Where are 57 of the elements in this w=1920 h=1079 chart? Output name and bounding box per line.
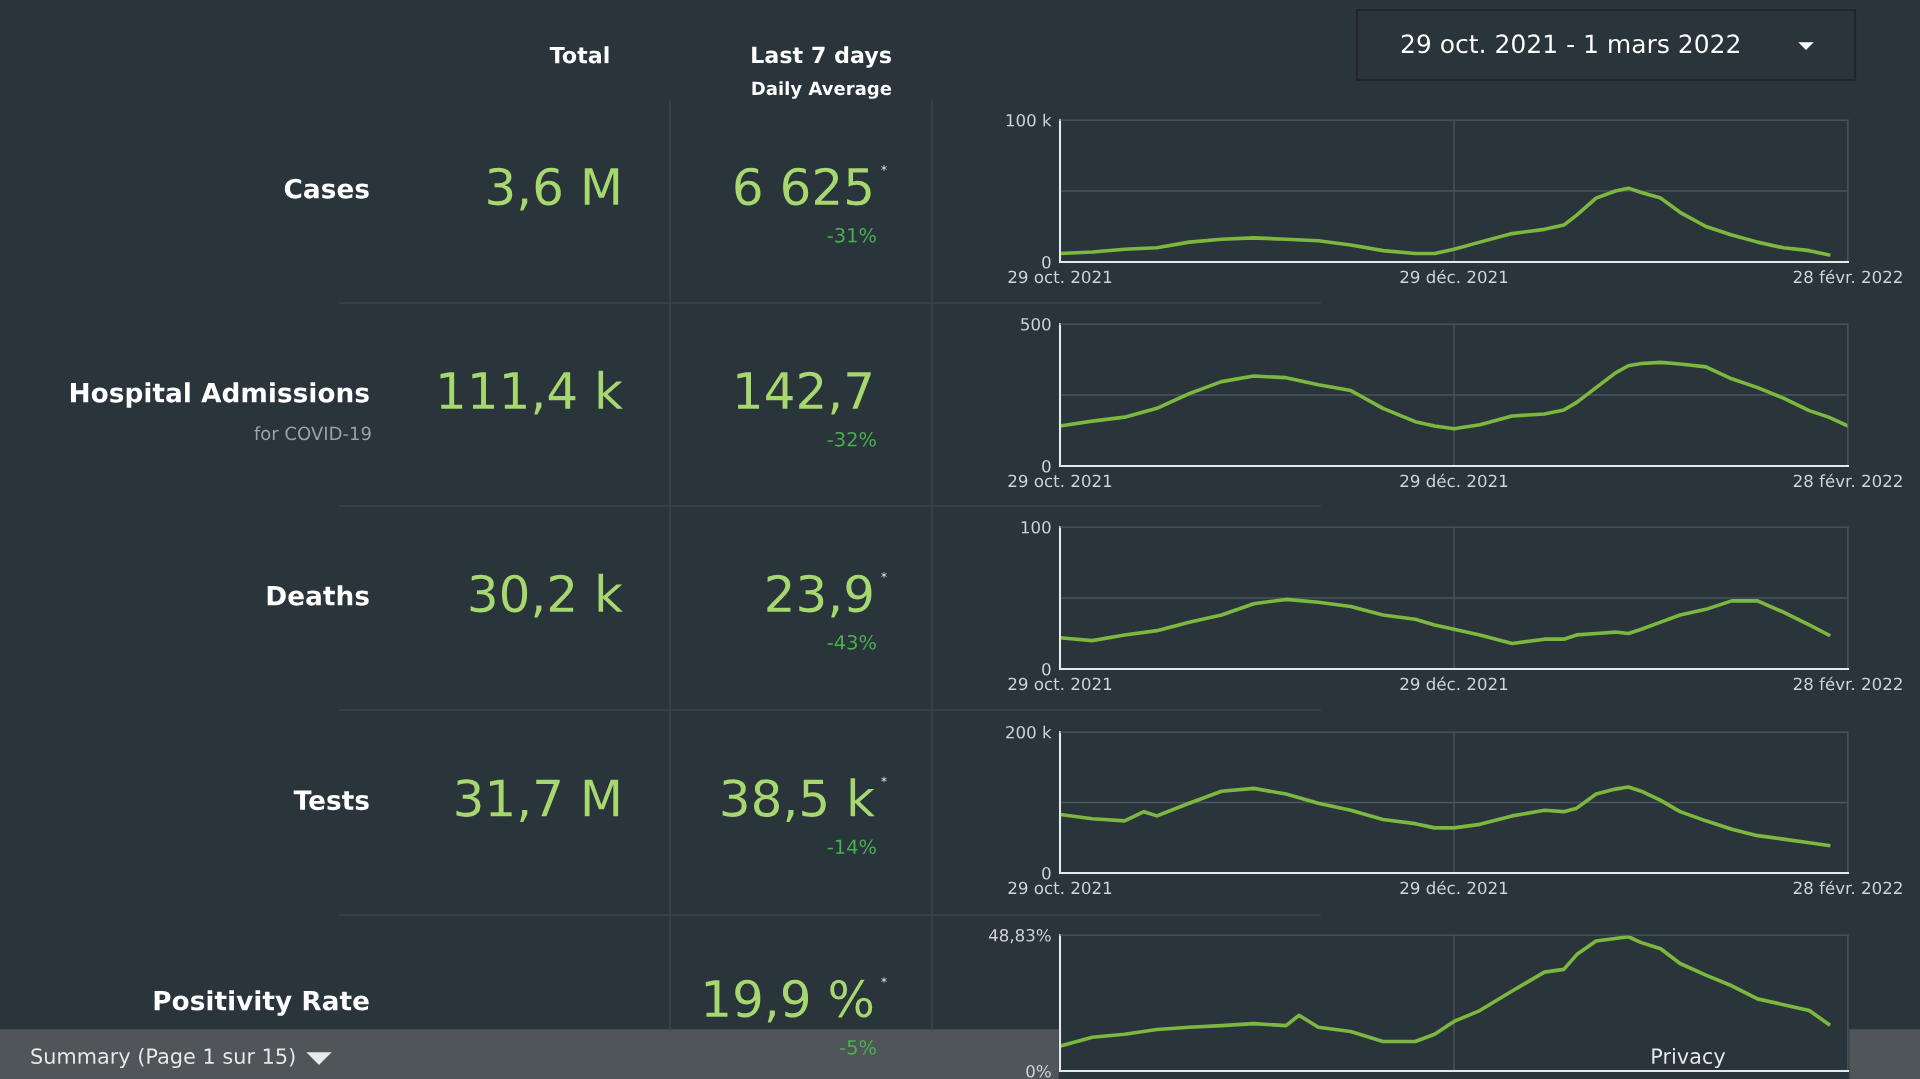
text: Last 7 days	[752, 46, 891, 68]
text: Positivity Rate	[154, 990, 369, 1016]
annotation: Privacy	[1652, 1047, 1726, 1069]
text: Summary (Page 1 sur 15)	[31, 1047, 295, 1069]
y-tick-label: 0	[1042, 866, 1051, 880]
text: Daily Average	[752, 81, 892, 99]
y-tick-label: 0	[1042, 255, 1051, 269]
text: 19,9 %	[705, 979, 873, 1023]
text: -14%	[827, 839, 876, 855]
x-tick-label: 29 oct. 2021	[1008, 474, 1112, 488]
text: *	[881, 776, 887, 783]
x-tick-label: 28 févr. 2022	[1793, 269, 1902, 284]
text: -31%	[827, 227, 876, 243]
line-series	[1060, 186, 1831, 257]
y-tick-label: 100	[1021, 520, 1051, 534]
text: Total	[549, 46, 609, 64]
line-series	[1060, 785, 1831, 848]
line-series	[1060, 597, 1831, 646]
text: 38,5 k	[722, 778, 875, 823]
x-tick-label: 28 févr. 2022	[1793, 880, 1902, 895]
text: 30,2 k	[470, 573, 623, 618]
x-tick-label: 29 oct. 2021	[1008, 677, 1112, 691]
text: 111,4 k	[440, 370, 623, 415]
x-tick-label: 29 déc. 2021	[1400, 473, 1508, 488]
text: Tests	[293, 790, 369, 811]
text: Deaths	[267, 585, 369, 606]
y-tick-label: 0	[1042, 459, 1051, 473]
text: 31,7 M	[456, 779, 619, 823]
x-tick-label: 28 févr. 2022	[1793, 473, 1902, 488]
y-tick-label: 0	[1042, 662, 1051, 676]
text: Cases	[284, 178, 369, 199]
text: -32%	[827, 431, 876, 447]
y-tick-label: 200 k	[1006, 725, 1052, 739]
y-tick-label: 500	[1021, 317, 1051, 331]
text: Hospital Admissions	[70, 382, 369, 408]
text: *	[881, 572, 887, 578]
text: 23,9	[767, 574, 872, 618]
y-tick-label: 0%	[1026, 1064, 1051, 1078]
x-tick-label: 29 déc. 2021	[1400, 880, 1508, 895]
text: *	[881, 977, 887, 983]
line-series	[1060, 360, 1848, 431]
y-tick-label: 100 k	[1006, 113, 1052, 127]
y-tick-label: 48,83%	[988, 928, 1051, 944]
text: *	[881, 165, 887, 171]
x-tick-label: 29 déc. 2021	[1400, 676, 1508, 691]
x-tick-label: 29 déc. 2021	[1400, 269, 1508, 284]
text: 29 oct. 2021 - 1 mars 2022	[1401, 34, 1739, 54]
x-tick-label: 28 févr. 2022	[1793, 676, 1902, 691]
line-series	[1060, 935, 1831, 1049]
text: -43%	[827, 634, 876, 650]
text: 142,7	[737, 371, 871, 415]
x-tick-label: 29 oct. 2021	[1008, 270, 1112, 284]
text: -5%	[840, 1039, 876, 1055]
text: 6 625	[735, 167, 871, 206]
text: for COVID-19	[254, 426, 371, 441]
text: 3,6 M	[488, 167, 619, 211]
x-tick-label: 29 oct. 2021	[1008, 881, 1112, 895]
